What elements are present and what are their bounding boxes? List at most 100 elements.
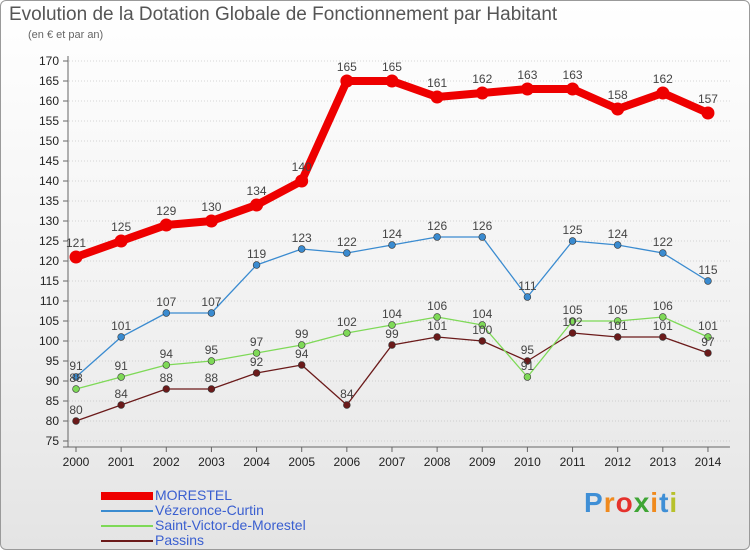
data-point (478, 337, 486, 345)
data-label: 111 (518, 279, 537, 293)
data-point (568, 237, 577, 245)
y-tick-label: 165 (39, 74, 59, 88)
data-label: 99 (385, 327, 399, 341)
data-label: 124 (608, 227, 628, 241)
data-label: 84 (340, 387, 354, 401)
data-label: 105 (608, 303, 628, 317)
data-point (252, 369, 261, 377)
data-label: 121 (66, 236, 86, 250)
data-label: 91 (114, 359, 128, 373)
data-point (207, 357, 216, 365)
data-point (523, 293, 532, 301)
data-label: 94 (160, 347, 174, 361)
data-label: 107 (201, 295, 221, 309)
data-point (252, 261, 261, 269)
y-tick-label: 115 (40, 274, 59, 288)
data-label: 88 (69, 371, 83, 385)
x-tick-label: 2002 (153, 455, 180, 469)
legend-label: Passins (155, 532, 205, 548)
data-label: 130 (201, 200, 221, 214)
data-label: 115 (698, 263, 717, 277)
x-tick-label: 2005 (288, 455, 315, 469)
data-label: 94 (295, 347, 309, 361)
data-label: 101 (698, 319, 718, 333)
data-point (72, 373, 80, 381)
data-label: 104 (382, 307, 402, 321)
data-point (388, 321, 396, 329)
y-tick-label: 155 (39, 114, 59, 128)
axes: 75 80 85 90 95 100 105 110 115 120 125 130 135 140 145… (39, 54, 730, 469)
data-label: 101 (653, 319, 673, 333)
data-label: 125 (563, 223, 583, 237)
data-point (162, 385, 170, 393)
y-tick-label: 135 (39, 194, 59, 208)
y-tick-label: 80 (46, 414, 60, 428)
logo-letter: P (584, 487, 604, 518)
y-tick-label: 170 (39, 54, 59, 68)
y-tick-label: 125 (39, 234, 59, 248)
x-tick-label: 2010 (514, 455, 541, 469)
data-point (704, 349, 712, 357)
data-point (568, 317, 577, 325)
data-label: 91 (521, 359, 535, 373)
x-tick-label: 2014 (695, 455, 722, 469)
data-point (566, 82, 580, 96)
data-label: 161 (427, 76, 447, 90)
y-tick-label: 140 (39, 174, 59, 188)
x-tick-label: 2001 (108, 455, 135, 469)
data-point (433, 333, 441, 341)
data-label: 106 (427, 299, 447, 313)
data-label: 95 (205, 343, 219, 357)
data-label: 84 (114, 387, 128, 401)
y-tick-label: 100 (39, 334, 59, 348)
proxiti-logo: Proxiti (584, 487, 678, 519)
data-point (613, 333, 622, 341)
legend-label: Saint-Victor-de-Morestel (155, 517, 306, 533)
data-label: 95 (521, 343, 535, 357)
y-tick-label: 130 (39, 214, 59, 228)
data-label: 101 (427, 319, 447, 333)
data-point (343, 249, 351, 257)
y-tick-label: 120 (39, 254, 59, 268)
data-point (162, 361, 170, 369)
logo-letter: i (650, 487, 660, 518)
data-label: 123 (292, 231, 312, 245)
logo-letter: o (615, 487, 634, 518)
data-label: 126 (427, 219, 447, 233)
data-point (114, 234, 128, 248)
data-point (252, 349, 261, 357)
data-label: 102 (563, 315, 583, 329)
data-point (207, 309, 216, 317)
series-layer (69, 74, 715, 425)
data-point (343, 401, 351, 409)
data-label: 102 (337, 315, 357, 329)
y-tick-label: 90 (46, 374, 60, 388)
data-point (117, 333, 125, 341)
x-tick-label: 2011 (560, 455, 586, 469)
data-point (204, 214, 218, 228)
y-tick-label: 110 (40, 294, 59, 308)
data-point (613, 317, 622, 325)
y-tick-label: 105 (39, 314, 59, 328)
data-label: 91 (69, 359, 83, 373)
data-label: 165 (337, 60, 357, 74)
data-label: 101 (111, 319, 131, 333)
y-tick-label: 150 (39, 134, 59, 148)
data-label: 107 (156, 295, 176, 309)
data-point (701, 106, 715, 120)
data-point (69, 250, 83, 264)
data-point (298, 341, 306, 349)
data-point (433, 313, 441, 321)
data-point (704, 277, 712, 285)
data-point (162, 309, 170, 317)
data-point (340, 74, 354, 88)
data-point (523, 373, 532, 381)
data-point (159, 218, 173, 232)
data-label: 158 (608, 88, 628, 102)
data-label: 124 (382, 227, 402, 241)
data-point (207, 385, 216, 393)
x-tick-label: 2007 (379, 455, 406, 469)
data-label: 92 (250, 355, 264, 369)
data-point (250, 198, 264, 212)
